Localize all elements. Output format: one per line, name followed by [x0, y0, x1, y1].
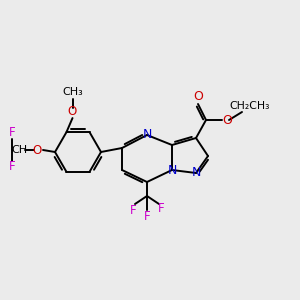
Text: F: F — [9, 127, 15, 140]
Text: CH: CH — [11, 145, 27, 155]
Text: CH₃: CH₃ — [62, 87, 83, 97]
Text: F: F — [130, 205, 136, 218]
Text: F: F — [9, 160, 15, 173]
Text: O: O — [222, 113, 232, 127]
Text: N: N — [142, 128, 152, 142]
Text: O: O — [193, 91, 203, 103]
Text: O: O — [32, 143, 42, 157]
Text: F: F — [144, 209, 150, 223]
Text: F: F — [158, 202, 164, 215]
Text: O: O — [68, 105, 77, 118]
Text: N: N — [167, 164, 177, 176]
Text: N: N — [191, 167, 201, 179]
Text: CH₂CH₃: CH₂CH₃ — [230, 101, 270, 111]
